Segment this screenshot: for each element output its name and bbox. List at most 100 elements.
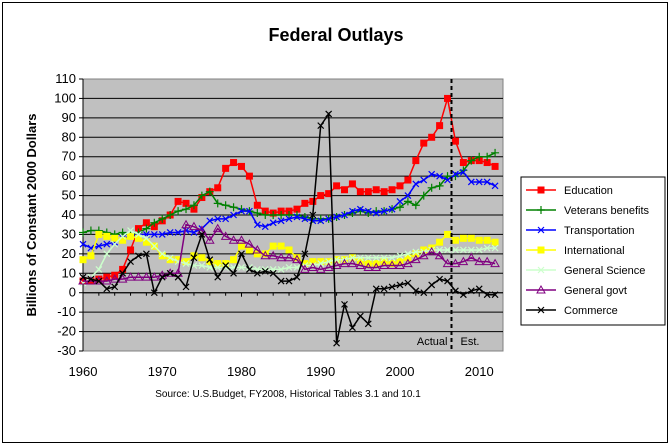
data-point <box>491 291 499 299</box>
data-point <box>396 281 404 289</box>
x-tick-label: 1960 <box>69 364 98 379</box>
data-point <box>285 246 293 254</box>
data-point <box>86 226 95 235</box>
data-point <box>483 291 491 299</box>
data-point <box>221 201 230 210</box>
data-point <box>293 273 301 281</box>
data-point <box>347 258 358 268</box>
data-point <box>103 250 111 258</box>
data-point <box>356 188 364 196</box>
data-point <box>206 256 214 264</box>
data-point <box>285 211 294 219</box>
data-point <box>537 246 545 254</box>
data-point <box>245 172 253 180</box>
data-point <box>142 234 150 242</box>
data-point <box>141 272 152 281</box>
data-point <box>341 211 348 219</box>
data-point <box>467 234 475 242</box>
data-point <box>467 178 475 186</box>
data-point <box>214 215 222 223</box>
legend-label: Education <box>564 185 613 197</box>
data-point <box>466 252 477 262</box>
data-point <box>459 291 467 299</box>
source-note: Source: U.S.Budget, FY2008, Historical T… <box>155 389 421 400</box>
data-point <box>101 276 112 285</box>
data-point <box>537 186 545 194</box>
data-point <box>309 197 317 205</box>
data-point <box>467 156 476 165</box>
series-commerce <box>79 110 499 347</box>
data-point <box>363 262 374 271</box>
data-point <box>230 256 238 264</box>
data-point <box>379 260 389 270</box>
data-point <box>388 254 396 262</box>
data-point <box>261 267 269 275</box>
data-point <box>333 339 341 347</box>
data-point <box>349 207 356 215</box>
data-point <box>388 283 396 291</box>
data-point <box>79 273 87 281</box>
chart-title: Federal Outlays <box>268 25 403 45</box>
data-point <box>459 246 467 254</box>
data-point <box>309 258 317 266</box>
data-point <box>127 232 135 240</box>
legend-entry-commerce: Commerce <box>526 305 618 317</box>
data-point <box>395 203 404 212</box>
data-point <box>253 221 261 229</box>
data-point <box>222 215 230 223</box>
data-point <box>442 258 453 268</box>
data-point <box>444 230 452 238</box>
data-point <box>103 240 111 248</box>
data-point <box>403 258 413 268</box>
data-point <box>277 211 286 219</box>
data-point <box>95 265 103 273</box>
data-point <box>189 201 198 210</box>
legend-entry-education: Education <box>526 185 613 197</box>
data-point <box>371 262 382 271</box>
data-point <box>277 277 285 285</box>
data-point <box>142 224 151 233</box>
data-point <box>253 209 262 218</box>
data-point <box>475 246 483 254</box>
data-point <box>467 287 475 295</box>
data-point <box>436 275 444 283</box>
data-point <box>245 207 253 215</box>
data-point <box>452 170 459 178</box>
data-point <box>309 211 317 219</box>
data-point <box>388 205 396 213</box>
data-point <box>427 183 436 192</box>
data-point <box>428 281 436 289</box>
y-tick-label: 70 <box>62 149 76 164</box>
data-point <box>198 231 206 238</box>
data-point <box>491 148 500 157</box>
data-point <box>323 262 334 271</box>
data-point <box>475 152 484 161</box>
data-point <box>443 172 452 181</box>
data-point <box>450 258 461 268</box>
data-point <box>204 235 215 244</box>
data-point <box>387 260 397 270</box>
data-point <box>349 254 356 262</box>
data-point <box>435 181 444 190</box>
data-point <box>404 279 412 287</box>
data-point <box>364 320 372 328</box>
data-point <box>198 262 206 269</box>
data-point <box>214 184 222 192</box>
data-point <box>230 269 237 277</box>
data-point <box>458 256 469 266</box>
series-general-science <box>79 227 499 287</box>
data-point <box>158 214 167 223</box>
chart-frame: Federal Outlays Billions of Constant 200… <box>2 2 668 443</box>
data-point <box>135 231 142 238</box>
data-point <box>260 250 271 260</box>
data-point <box>300 264 310 273</box>
data-point <box>237 162 245 170</box>
legend-label: Veterans benefits <box>564 205 650 217</box>
y-tick-label: 100 <box>54 90 76 105</box>
data-point <box>428 133 436 141</box>
data-point <box>134 234 142 242</box>
legend <box>520 176 666 326</box>
y-tick-label: -20 <box>57 324 76 339</box>
y-tick-label: 90 <box>62 110 76 125</box>
data-point <box>307 262 318 271</box>
